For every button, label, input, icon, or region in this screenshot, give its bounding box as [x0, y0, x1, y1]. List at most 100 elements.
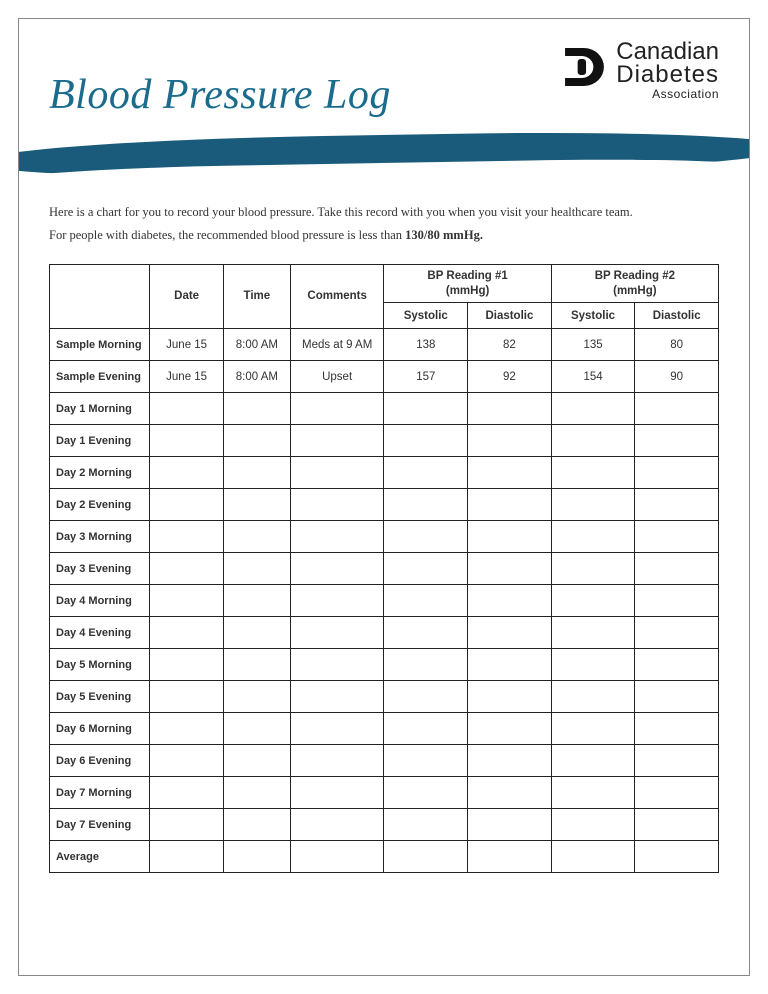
cell-bp2-systolic: 135 [551, 329, 635, 361]
cell-time [223, 521, 290, 553]
table-row: Sample EveningJune 158:00 AMUpset1579215… [50, 361, 719, 393]
intro-line2: For people with diabetes, the recommende… [49, 224, 719, 247]
cell-bp2-systolic [551, 393, 635, 425]
cell-time [223, 457, 290, 489]
cell-bp2-diastolic: 80 [635, 329, 719, 361]
cell-bp1-systolic [384, 777, 468, 809]
cell-bp1-systolic [384, 809, 468, 841]
col-bp2-header: BP Reading #2 (mmHg) [551, 265, 718, 303]
table-row: Day 4 Evening [50, 617, 719, 649]
cell-time [223, 617, 290, 649]
cell-time: 8:00 AM [223, 329, 290, 361]
cell-bp1-systolic [384, 745, 468, 777]
cell-date [150, 681, 224, 713]
table-row: Day 2 Evening [50, 489, 719, 521]
cell-bp2-systolic [551, 649, 635, 681]
col-bp1-diastolic-header: Diastolic [468, 303, 552, 329]
col-period-header [50, 265, 150, 329]
cell-time [223, 745, 290, 777]
table-row: Day 6 Morning [50, 713, 719, 745]
cell-comments [290, 553, 384, 585]
cell-comments: Upset [290, 361, 384, 393]
cell-bp1-diastolic [468, 425, 552, 457]
cell-comments [290, 809, 384, 841]
row-period-label: Day 2 Morning [50, 457, 150, 489]
cell-bp2-systolic [551, 617, 635, 649]
cell-date [150, 713, 224, 745]
table-row: Sample MorningJune 158:00 AMMeds at 9 AM… [50, 329, 719, 361]
cell-bp1-diastolic [468, 809, 552, 841]
row-period-label: Day 1 Evening [50, 425, 150, 457]
cell-bp1-systolic [384, 457, 468, 489]
cell-comments [290, 585, 384, 617]
cell-bp1-diastolic [468, 713, 552, 745]
cell-bp1-diastolic [468, 521, 552, 553]
cell-date [150, 809, 224, 841]
cell-date [150, 521, 224, 553]
cell-date [150, 553, 224, 585]
cell-bp1-diastolic [468, 553, 552, 585]
cell-bp1-diastolic: 92 [468, 361, 552, 393]
cell-bp2-diastolic [635, 841, 719, 873]
cell-time [223, 809, 290, 841]
cell-time [223, 841, 290, 873]
cell-time [223, 649, 290, 681]
cell-time [223, 777, 290, 809]
cell-time: 8:00 AM [223, 361, 290, 393]
row-period-label: Day 4 Evening [50, 617, 150, 649]
logo-line3: Association [616, 89, 719, 100]
cell-comments [290, 521, 384, 553]
cell-bp1-systolic [384, 585, 468, 617]
cell-bp1-systolic [384, 553, 468, 585]
table-row: Day 3 Morning [50, 521, 719, 553]
cell-bp1-systolic: 157 [384, 361, 468, 393]
cell-comments: Meds at 9 AM [290, 329, 384, 361]
cell-bp2-diastolic [635, 393, 719, 425]
cell-date [150, 393, 224, 425]
col-bp2-systolic-header: Systolic [551, 303, 635, 329]
table-row: Day 4 Morning [50, 585, 719, 617]
cell-bp2-diastolic [635, 521, 719, 553]
cell-bp2-diastolic [635, 649, 719, 681]
intro-line1: Here is a chart for you to record your b… [49, 201, 719, 224]
cell-bp1-diastolic: 82 [468, 329, 552, 361]
table-row: Day 2 Morning [50, 457, 719, 489]
col-bp1-systolic-header: Systolic [384, 303, 468, 329]
cell-bp2-diastolic [635, 617, 719, 649]
cell-bp1-diastolic [468, 585, 552, 617]
cell-bp1-systolic [384, 841, 468, 873]
cell-bp1-systolic [384, 649, 468, 681]
cell-bp1-systolic [384, 617, 468, 649]
cell-comments [290, 777, 384, 809]
cell-bp2-systolic [551, 745, 635, 777]
col-bp2-diastolic-header: Diastolic [635, 303, 719, 329]
cell-bp1-diastolic [468, 745, 552, 777]
col-comments-header: Comments [290, 265, 384, 329]
row-period-label: Sample Morning [50, 329, 150, 361]
logo: Canadian Diabetes Association [560, 41, 719, 100]
cell-bp1-systolic: 138 [384, 329, 468, 361]
cell-date [150, 649, 224, 681]
cell-date [150, 489, 224, 521]
cell-bp2-systolic [551, 585, 635, 617]
table-head: Date Time Comments BP Reading #1 (mmHg) … [50, 265, 719, 329]
cell-date [150, 745, 224, 777]
cell-bp1-diastolic [468, 489, 552, 521]
table-row: Average [50, 841, 719, 873]
cell-comments [290, 841, 384, 873]
cell-bp1-diastolic [468, 841, 552, 873]
cell-bp2-systolic [551, 713, 635, 745]
cell-bp1-systolic [384, 681, 468, 713]
row-period-label: Day 3 Evening [50, 553, 150, 585]
cell-bp1-diastolic [468, 649, 552, 681]
logo-text: Canadian Diabetes Association [616, 41, 719, 100]
table-row: Day 1 Evening [50, 425, 719, 457]
cell-date [150, 617, 224, 649]
header: Blood Pressure Log Canadian Diabetes Ass… [49, 41, 719, 131]
cell-comments [290, 681, 384, 713]
cell-bp2-systolic [551, 553, 635, 585]
page-title: Blood Pressure Log [49, 71, 391, 119]
cell-time [223, 425, 290, 457]
cell-date: June 15 [150, 361, 224, 393]
cell-time [223, 585, 290, 617]
